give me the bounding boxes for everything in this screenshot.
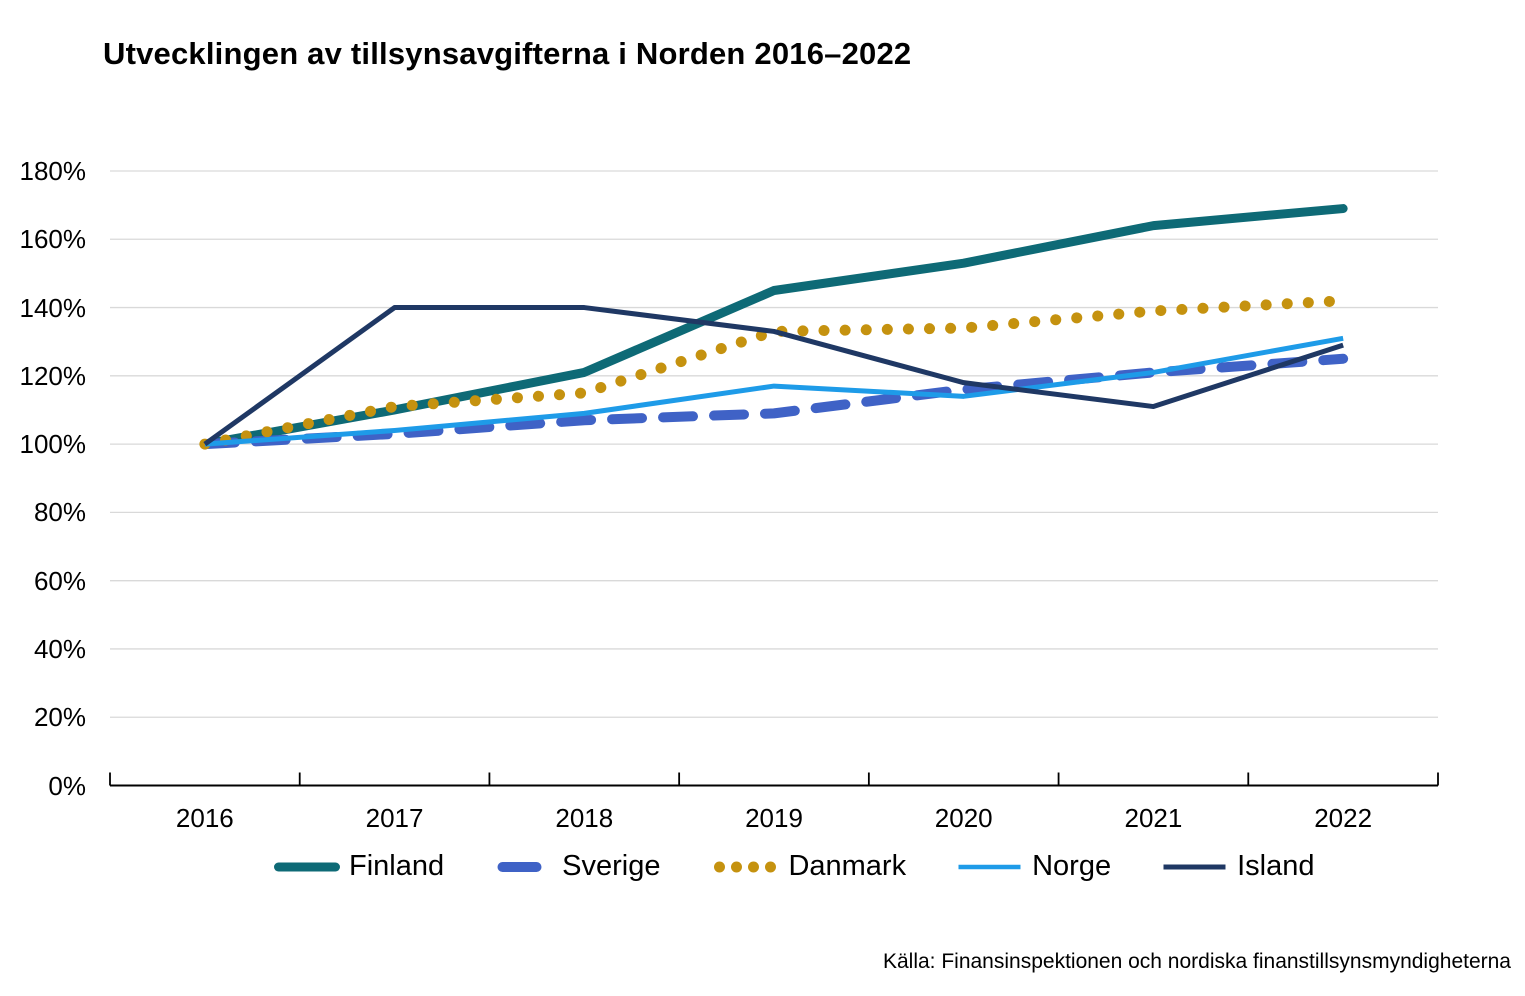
y-tick-label: 180% (19, 156, 87, 186)
y-tick-label: 20% (33, 702, 86, 733)
legend-label-norge: Norge (1032, 850, 1112, 882)
legend-label-finland: Finland (348, 850, 445, 882)
legend: Finland Sverige Danmark Norge Island (273, 850, 1314, 883)
y-tick-label: 60% (33, 565, 86, 596)
island-line-swatch-icon (1163, 864, 1226, 869)
x-tick-label: 2021 (1124, 803, 1183, 833)
y-tick-label: 40% (33, 633, 86, 664)
finland-line-swatch-icon (273, 862, 340, 871)
y-axis-labels: 180% 160% 140% 120% 100% 80% 60% 40% 20% 0% (0, 0, 87, 996)
legend-item-norge: Norge (956, 850, 1111, 883)
x-tick-label: 2019 (745, 803, 803, 833)
y-tick-label: 140% (19, 292, 87, 323)
line-norge (204, 335, 1344, 447)
danmark-swatch-dot (730, 861, 742, 872)
y-tick-label: 0% (48, 770, 86, 801)
x-tick-label: 2018 (555, 803, 614, 833)
danmark-swatch-dot (747, 861, 759, 872)
legend-item-island: Island (1161, 850, 1314, 883)
legend-item-finland: Finland (273, 850, 444, 883)
x-tick-label: 2016 (175, 803, 234, 833)
line-island (203, 305, 1344, 447)
legend-item-sverige: Sverige (494, 850, 660, 883)
line-danmark (199, 295, 1349, 450)
danmark-swatch-dot (764, 861, 776, 872)
y-tick-label: 80% (33, 497, 86, 528)
danmark-swatch-dot (713, 861, 725, 872)
danmark-dots-swatch-icon (713, 861, 776, 872)
legend-item-danmark: Danmark (710, 850, 906, 883)
y-tick-label: 120% (19, 360, 87, 391)
norge-line-swatch-icon (958, 864, 1021, 869)
page-title: Utvecklingen av tillsynsavgifterna i Nor… (103, 36, 912, 71)
legend-label-danmark: Danmark (788, 850, 907, 882)
x-tick-label: 2017 (365, 803, 424, 833)
legend-label-island: Island (1237, 850, 1315, 882)
source-caption: Källa: Finansinspektionen och nordiska f… (882, 950, 1511, 973)
legend-label-sverige: Sverige (562, 850, 661, 882)
x-tick-label: 2022 (1314, 803, 1373, 833)
y-tick-label: 160% (19, 224, 87, 255)
y-tick-label: 100% (19, 429, 87, 460)
x-tick-label: 2020 (934, 803, 993, 833)
sverige-dash-swatch-icon (497, 861, 542, 872)
